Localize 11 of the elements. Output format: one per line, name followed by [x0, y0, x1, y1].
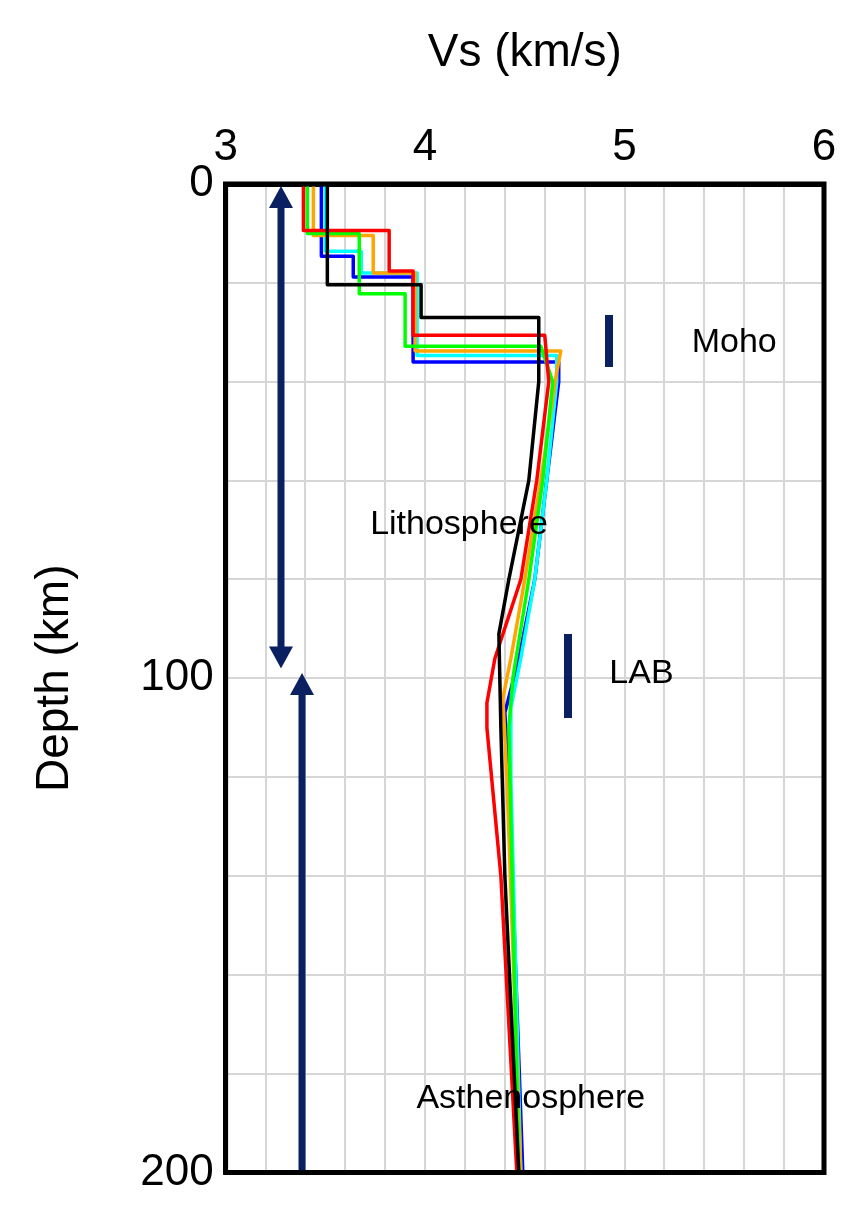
x-tick-label: 6: [811, 119, 837, 169]
x-tick-label: 4: [412, 119, 438, 169]
x-tick-label: 5: [612, 119, 637, 169]
x-axis-title: Vs (km/s): [427, 24, 622, 77]
y-tick-label: 200: [140, 1144, 214, 1194]
y-tick-label: 0: [189, 156, 214, 206]
annotation: LAB: [609, 651, 674, 690]
x-tick-label: 3: [213, 119, 238, 169]
annotation: Moho: [691, 320, 777, 359]
y-tick-label: 100: [140, 650, 214, 700]
y-axis-title: Depth (km): [26, 564, 79, 793]
